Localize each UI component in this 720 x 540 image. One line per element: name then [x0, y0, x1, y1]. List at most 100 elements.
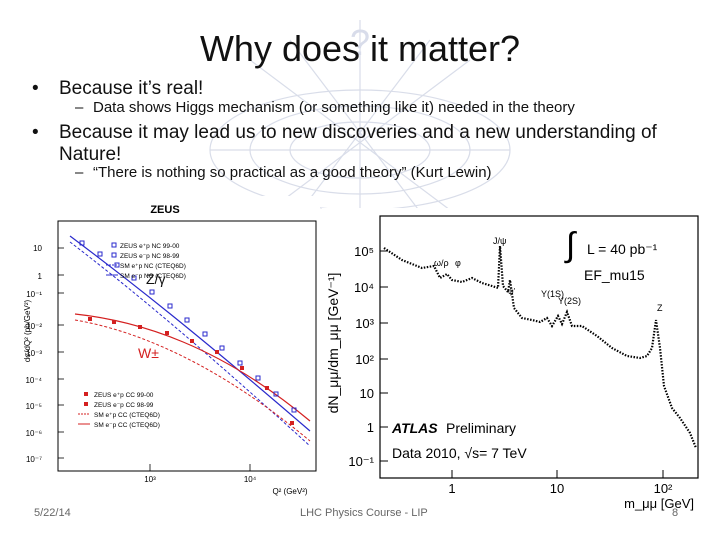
preliminary-label: Preliminary: [446, 420, 516, 436]
nc-data-point: [291, 407, 297, 413]
legend-marker: [111, 252, 117, 258]
bullet-glyph: •: [32, 122, 39, 143]
peak-label-z: Z: [657, 303, 663, 313]
x-tick: 10²: [654, 481, 673, 496]
cc-data-point: [165, 331, 169, 335]
bullet-glyph: •: [32, 78, 39, 99]
z-gamma-label: Z/γ: [146, 271, 165, 287]
bullet-1: • Because it’s real!: [32, 78, 204, 100]
nc-data-point: [219, 345, 225, 351]
cc-data-point: [112, 320, 116, 324]
cc-data-point: [190, 339, 194, 343]
y-tick: 10⁴: [354, 280, 374, 295]
nc-data-point: [202, 331, 208, 337]
legend-entry: ZEUS e⁺p CC 99-00: [94, 392, 154, 399]
y-tick: 10⁻¹: [26, 290, 42, 299]
nc-data-point: [167, 303, 173, 309]
zeus-cc-legend: ZEUS e⁺p CC 99-00 ZEUS e⁻p CC 98-99 SM e…: [78, 392, 160, 429]
sm-cc-curve-em: [74, 319, 311, 442]
peak-label-phi: φ: [455, 258, 461, 268]
bullet-2-sub: – “There is nothing so practical as a go…: [75, 164, 492, 181]
cc-data-point: [265, 386, 269, 390]
y-tick: 10⁻²: [26, 322, 42, 331]
svg-text:?: ?: [350, 22, 370, 63]
x-tick: 1: [448, 481, 455, 496]
footer-course: LHC Physics Course - LIP: [300, 507, 428, 519]
lip-watermark-icon: ?: [209, 20, 511, 226]
atlas-label: ATLAS: [391, 420, 438, 436]
legend-entry: SM e⁻p NC (CTEQ6D): [120, 273, 186, 280]
legend-entry: ZEUS e⁻p CC 98-99: [94, 402, 154, 409]
x-tick: 10³: [144, 475, 156, 484]
y-tick: 10⁻⁶: [26, 429, 42, 438]
legend-marker: [84, 402, 88, 406]
zeus-nc-legend: ZEUS e⁺p NC 99-00 ZEUS e⁻p NC 98-99 SM e…: [106, 242, 186, 280]
x-tick: 10: [550, 481, 564, 496]
dash-glyph: –: [75, 99, 84, 116]
peak-label-omega-rho: ω/ρ: [434, 258, 449, 268]
zeus-plot-title: ZEUS: [150, 204, 179, 216]
peak-label-jpsi: J/ψ: [493, 236, 506, 246]
sm-nc-curve-ep: [69, 235, 311, 432]
y-tick: 1: [367, 420, 374, 435]
legend-entry: SM e⁻p CC (CTEQ6D): [94, 422, 160, 429]
cc-data-point: [138, 325, 142, 329]
nc-data-point: [237, 360, 243, 366]
y-tick: 10: [33, 244, 42, 253]
nc-data-point: [149, 289, 155, 295]
slide-title: Why does it matter?: [199, 28, 521, 69]
data-label: Data 2010, √s= 7 TeV: [392, 445, 527, 461]
footer-page-number: 8: [672, 507, 679, 519]
y-tick: 10⁻⁷: [26, 455, 42, 464]
legend-marker: [84, 392, 88, 396]
bullet-1-sub-text: Data shows Higgs mechanism (or something…: [93, 99, 575, 116]
luminosity-label: L = 40 pb⁻¹: [587, 241, 658, 257]
atlas-dimuon-plot: dN_μμ/dm_μμ [GeV⁻¹] 10⁵ 10⁴ 10³ 10² 10 1…: [322, 208, 700, 512]
zeus-plot-frame: [57, 220, 317, 472]
bullet-1-text: Because it’s real!: [59, 78, 204, 99]
atlas-y-ticks: 10⁵ 10⁴ 10³ 10² 10 1 10⁻¹: [348, 244, 374, 469]
zeus-y-axis-label: dσ/dQ² (pb/GeV²): [23, 300, 32, 363]
sm-cc-curve-ep: [74, 313, 311, 422]
legend-entry: ZEUS e⁺p NC 99-00: [120, 243, 180, 250]
cc-data-point: [240, 366, 244, 370]
bullet-2-sub-text: “There is nothing so practical as a good…: [93, 164, 492, 181]
y-tick: 10⁻³: [26, 349, 42, 358]
w-label: W±: [138, 345, 159, 361]
nc-data-point: [131, 275, 137, 281]
zeus-nc-cc-plot: ZEUS dσ/dQ² (pb/GeV²) 10 1 10⁻¹ 10⁻² 10⁻…: [20, 196, 320, 506]
legend-marker: [111, 242, 117, 248]
nc-data-point: [255, 375, 261, 381]
x-tick: 10⁴: [244, 475, 257, 484]
atlas-plot-frame: [379, 215, 699, 479]
nc-data-point: [79, 240, 85, 246]
dimuon-spectrum-data: [383, 245, 698, 449]
bullet-2-line2: Nature!: [59, 144, 122, 165]
y-tick: 10⁻⁵: [26, 402, 42, 411]
cc-data-point: [215, 350, 219, 354]
dash-glyph: –: [75, 164, 84, 181]
legend-entry: SM e⁺p CC (CTEQ6D): [94, 412, 160, 419]
zeus-x-axis-label: Q² (GeV²): [272, 487, 307, 496]
integral-sign: ∫: [564, 226, 577, 264]
y-tick: 10: [360, 386, 374, 401]
nc-data-point: [97, 251, 103, 257]
nc-data-point: [273, 391, 279, 397]
atlas-x-axis-label: m_μμ [GeV]: [624, 496, 694, 511]
y-tick: 1: [38, 272, 43, 281]
bullet-1-sub: – Data shows Higgs mechanism (or somethi…: [75, 99, 575, 116]
cc-data-point: [290, 421, 294, 425]
atlas-y-axis-label: dN_μμ/dm_μμ [GeV⁻¹]: [325, 273, 341, 414]
legend-entry: SM e⁺p NC (CTEQ6D): [120, 263, 186, 270]
cc-data-point: [88, 317, 92, 321]
peak-label-upsilon1s: Υ(1S): [541, 289, 564, 299]
zeus-y-ticks: 10 1 10⁻¹ 10⁻² 10⁻³ 10⁻⁴ 10⁻⁵ 10⁻⁶ 10⁻⁷: [25, 244, 42, 464]
footer-date: 5/22/14: [34, 507, 71, 519]
y-tick: 10³: [355, 316, 374, 331]
nc-data-point: [184, 317, 190, 323]
bullet-2-line1: Because it may lead us to new discoverie…: [59, 122, 657, 143]
y-tick: 10⁵: [354, 244, 374, 259]
peak-label-upsilon2s: Υ(2S): [558, 296, 581, 306]
legend-entry: ZEUS e⁻p NC 98-99: [120, 253, 180, 260]
